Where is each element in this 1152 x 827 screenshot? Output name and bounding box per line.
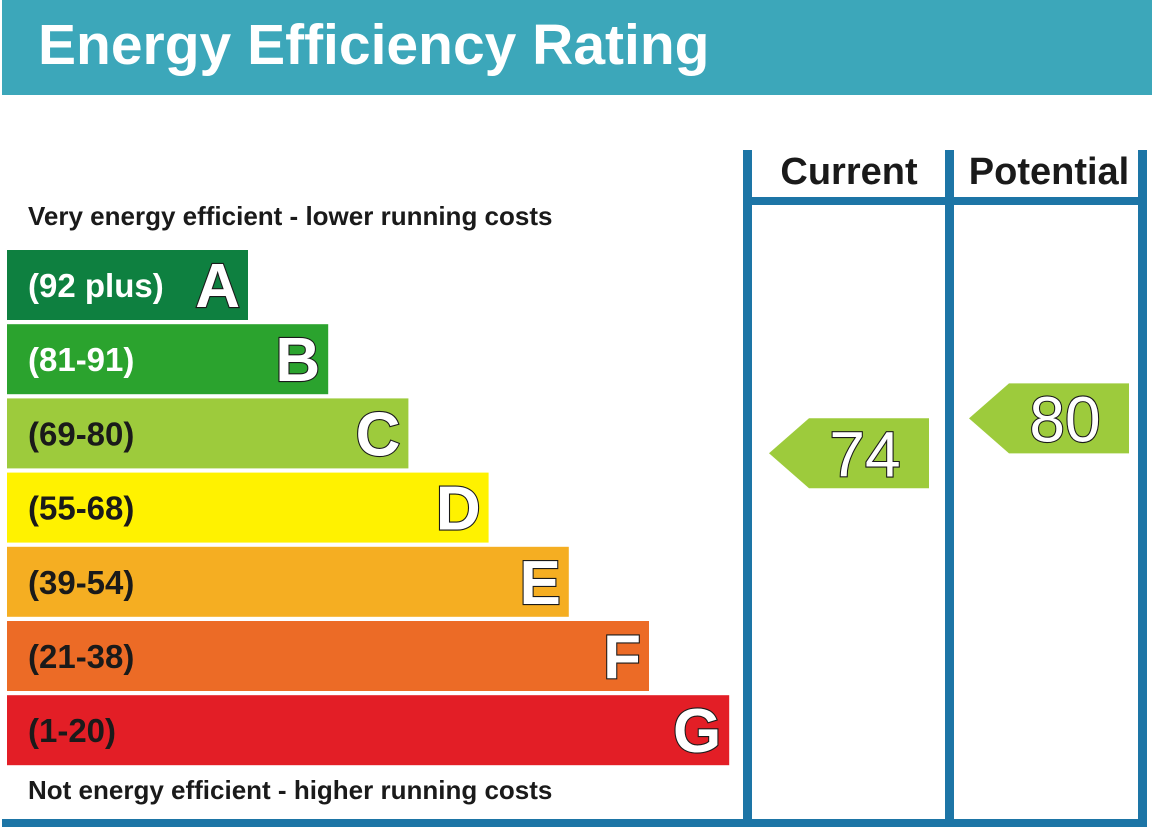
potential-value: 80 — [1029, 383, 1100, 455]
band-e — [7, 546, 569, 617]
header-divider — [752, 197, 1138, 205]
frame-line-middle — [945, 150, 954, 827]
band-c-letter: C — [356, 400, 401, 469]
frame-line-right — [1138, 150, 1147, 827]
inefficient-note: Not energy efficient - higher running co… — [28, 775, 553, 805]
band-g-letter: G — [673, 697, 721, 766]
title-bar — [2, 0, 1152, 95]
potential-column-header: Potential — [968, 151, 1130, 193]
band-b — [7, 324, 329, 395]
efficient-note: Very energy efficient - lower running co… — [28, 201, 553, 231]
band-f-range: (21-38) — [28, 638, 134, 675]
frame-line-bottom — [2, 819, 1147, 827]
band-a-range: (92 plus) — [28, 267, 164, 304]
band-g — [7, 695, 730, 766]
frame-line-left — [743, 150, 752, 827]
band-f — [7, 621, 649, 691]
band-e-range: (39-54) — [28, 564, 134, 601]
page-title: Energy Efficiency Rating — [38, 13, 710, 77]
band-d-range: (55-68) — [28, 490, 134, 527]
band-b-letter: B — [275, 326, 320, 395]
band-f-letter: F — [603, 623, 641, 692]
current-arrow — [769, 418, 929, 489]
band-b-range: (81-91) — [28, 341, 134, 378]
band-d — [7, 472, 489, 543]
band-g-range: (1-20) — [28, 712, 116, 749]
band-d-letter: D — [436, 475, 481, 544]
band-e-letter: E — [519, 549, 560, 618]
current-column-header: Current — [780, 151, 918, 193]
band-a-letter: A — [195, 252, 240, 321]
band-a — [7, 250, 248, 320]
potential-arrow — [969, 383, 1129, 454]
current-value: 74 — [829, 418, 900, 490]
band-c — [7, 398, 409, 469]
band-c-range: (69-80) — [28, 415, 134, 452]
